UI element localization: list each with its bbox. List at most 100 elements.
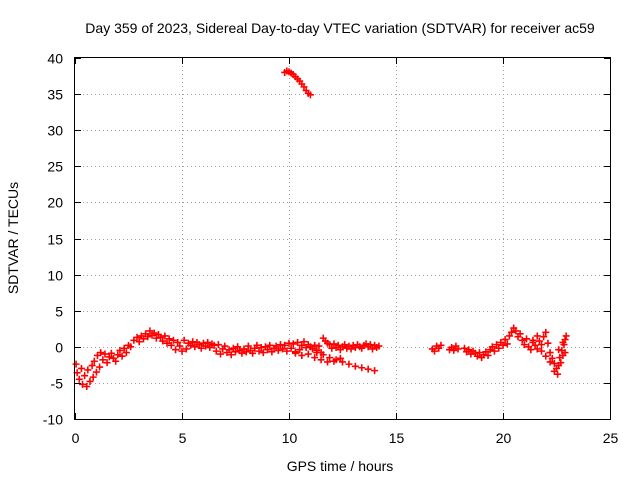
data-point	[538, 341, 546, 349]
data-point	[341, 341, 349, 349]
data-point	[187, 341, 195, 349]
data-point	[202, 342, 210, 350]
data-point	[229, 344, 237, 352]
data-point	[555, 346, 563, 354]
data-point	[542, 328, 550, 336]
data-point	[244, 342, 252, 350]
axis-ticks: 0 5 10 15 20 25 -10 -5 0 5 10 15 20 25 30 35 40	[43, 51, 619, 447]
data-point	[103, 359, 111, 367]
data-point	[503, 340, 511, 348]
data-point	[72, 360, 80, 368]
data-point	[268, 348, 276, 356]
data-point	[107, 349, 115, 357]
data-point	[90, 357, 98, 365]
y-tick-label: 25	[47, 159, 63, 175]
x-tick-label: 5	[179, 430, 187, 446]
x-tick-label: 25	[603, 430, 619, 446]
data-point	[291, 349, 299, 357]
data-point	[304, 350, 312, 358]
data-point	[371, 367, 379, 375]
y-tick-label: 35	[47, 87, 63, 103]
data-point	[274, 346, 282, 354]
data-point	[255, 347, 263, 355]
data-point	[540, 333, 548, 341]
data-point	[112, 357, 120, 365]
data-point	[490, 347, 498, 355]
data-point	[326, 354, 334, 362]
data-point	[351, 362, 359, 370]
data-point	[135, 338, 143, 346]
data-point	[89, 373, 97, 381]
grid	[75, 58, 610, 419]
data-point	[294, 338, 302, 346]
data-point	[92, 368, 100, 376]
data-point	[234, 343, 242, 351]
plot-frame	[74, 57, 611, 420]
data-point	[195, 341, 203, 349]
data-point	[508, 328, 516, 336]
data-point	[334, 341, 342, 349]
data-point	[550, 359, 558, 367]
x-tick-label: 20	[496, 430, 512, 446]
data-point	[281, 341, 289, 349]
data-point	[546, 358, 554, 366]
data-point	[454, 345, 462, 353]
data-point	[161, 332, 169, 340]
chart-title: Day 359 of 2023, Sidereal Day-to-day VTE…	[85, 20, 595, 36]
y-tick-label: 10	[47, 268, 63, 284]
data-point	[253, 341, 261, 349]
data-point	[306, 91, 314, 99]
data-point	[538, 347, 546, 355]
data-point	[259, 349, 267, 357]
data-point	[165, 335, 173, 343]
data-point	[317, 356, 325, 364]
data-point	[431, 347, 439, 355]
data-point	[364, 365, 372, 373]
data-point	[264, 346, 272, 354]
y-tick-label: 20	[47, 195, 63, 211]
data-point	[336, 354, 344, 362]
data-point	[473, 352, 481, 360]
data-point	[212, 347, 220, 355]
data-point	[315, 342, 323, 350]
data-point	[358, 364, 366, 372]
data-point	[249, 349, 257, 357]
data-point	[300, 83, 308, 91]
data-point	[178, 347, 186, 355]
data-point	[484, 351, 492, 359]
y-tick-label: 0	[55, 340, 63, 356]
data-point	[238, 349, 246, 357]
data-point	[475, 349, 483, 357]
data-point	[437, 341, 445, 349]
data-point	[289, 340, 297, 348]
data-point	[77, 364, 85, 372]
y-tick-label: -5	[51, 376, 64, 392]
y-tick-label: -10	[43, 412, 63, 428]
data-point	[99, 356, 107, 364]
x-tick-label: 10	[282, 430, 298, 446]
data-point	[96, 363, 104, 371]
data-point	[88, 362, 96, 370]
data-point	[531, 341, 539, 349]
data-point	[174, 338, 182, 346]
data-point	[324, 358, 332, 366]
y-tick-label: 30	[47, 123, 63, 139]
data-point	[493, 341, 501, 349]
data-point	[283, 347, 291, 355]
data-point	[227, 351, 235, 359]
data-point	[157, 333, 165, 341]
data-point	[204, 338, 212, 346]
data-point	[345, 360, 353, 368]
data-point	[120, 344, 128, 352]
data-point	[298, 351, 306, 359]
data-point	[520, 341, 528, 349]
data-points	[72, 67, 570, 391]
data-point	[482, 348, 490, 356]
y-tick-label: 40	[47, 51, 63, 67]
data-point	[221, 342, 229, 350]
data-point	[550, 367, 558, 375]
data-point	[535, 337, 543, 345]
data-point	[225, 346, 233, 354]
y-tick-label: 5	[55, 304, 63, 320]
x-tick-label: 0	[72, 430, 80, 446]
